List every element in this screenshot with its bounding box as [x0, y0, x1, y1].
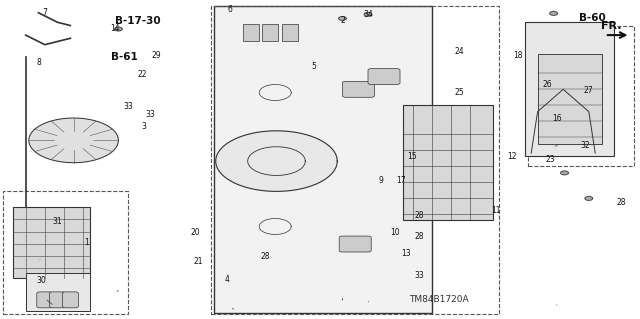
FancyBboxPatch shape	[63, 292, 79, 308]
Text: 34: 34	[363, 10, 373, 19]
Text: 20: 20	[190, 228, 200, 237]
Text: 17: 17	[396, 176, 406, 185]
Text: 28: 28	[415, 232, 424, 241]
Text: 10: 10	[390, 228, 400, 237]
Bar	[214, 6, 432, 313]
Polygon shape	[339, 17, 346, 20]
Text: FR.: FR.	[601, 20, 621, 31]
Text: B-61: B-61	[111, 52, 138, 63]
Bar	[538, 54, 602, 144]
Text: 4: 4	[225, 275, 230, 284]
Text: 13: 13	[401, 249, 412, 258]
Text: 9: 9	[378, 176, 383, 185]
Bar	[13, 207, 90, 278]
FancyBboxPatch shape	[368, 69, 400, 85]
Text: 33: 33	[123, 102, 133, 111]
Bar	[243, 24, 259, 41]
Text: 28: 28	[261, 252, 270, 261]
Text: 16: 16	[552, 114, 562, 122]
Bar	[528, 26, 634, 166]
FancyBboxPatch shape	[339, 236, 371, 252]
Text: 25: 25	[454, 88, 464, 97]
Text: 22: 22	[138, 70, 147, 79]
Polygon shape	[115, 27, 122, 31]
Text: 33: 33	[414, 271, 424, 280]
Text: 1: 1	[84, 238, 89, 247]
Text: 8: 8	[36, 58, 41, 67]
Text: 26: 26	[542, 80, 552, 89]
Bar	[211, 6, 499, 314]
FancyBboxPatch shape	[37, 292, 53, 308]
Bar	[403, 105, 493, 220]
Text: 6: 6	[228, 5, 233, 14]
Text: 12: 12	[508, 152, 516, 161]
Text: 7: 7	[42, 8, 47, 17]
Polygon shape	[561, 171, 568, 175]
Text: B-17-30: B-17-30	[115, 16, 161, 26]
Polygon shape	[29, 118, 118, 163]
Text: 21: 21	[194, 257, 203, 266]
Bar	[262, 24, 278, 41]
Bar	[525, 22, 614, 156]
Text: 28: 28	[616, 198, 625, 207]
Text: 2: 2	[340, 16, 345, 25]
Text: 32: 32	[580, 141, 591, 150]
FancyBboxPatch shape	[342, 81, 374, 97]
Polygon shape	[585, 197, 593, 200]
Polygon shape	[216, 131, 337, 191]
Text: 3: 3	[141, 122, 147, 130]
Text: 15: 15	[406, 152, 417, 161]
Text: 24: 24	[454, 47, 464, 56]
Text: 27: 27	[584, 86, 594, 95]
Text: TM84B1720A: TM84B1720A	[408, 295, 468, 304]
Text: 5: 5	[311, 63, 316, 71]
Text: 33: 33	[145, 110, 156, 119]
Text: 23: 23	[545, 155, 556, 164]
Text: 29: 29	[152, 51, 162, 60]
Text: 31: 31	[52, 217, 63, 226]
Bar	[26, 273, 90, 311]
Text: 14: 14	[110, 24, 120, 33]
Bar	[282, 24, 298, 41]
Text: 30: 30	[36, 276, 47, 285]
FancyBboxPatch shape	[50, 292, 66, 308]
Text: 18: 18	[514, 51, 523, 60]
Polygon shape	[364, 12, 372, 16]
Text: 11: 11	[492, 206, 500, 215]
Polygon shape	[550, 11, 557, 15]
Bar	[3, 191, 128, 314]
Text: 28: 28	[415, 211, 424, 220]
Text: B-60: B-60	[579, 12, 605, 23]
